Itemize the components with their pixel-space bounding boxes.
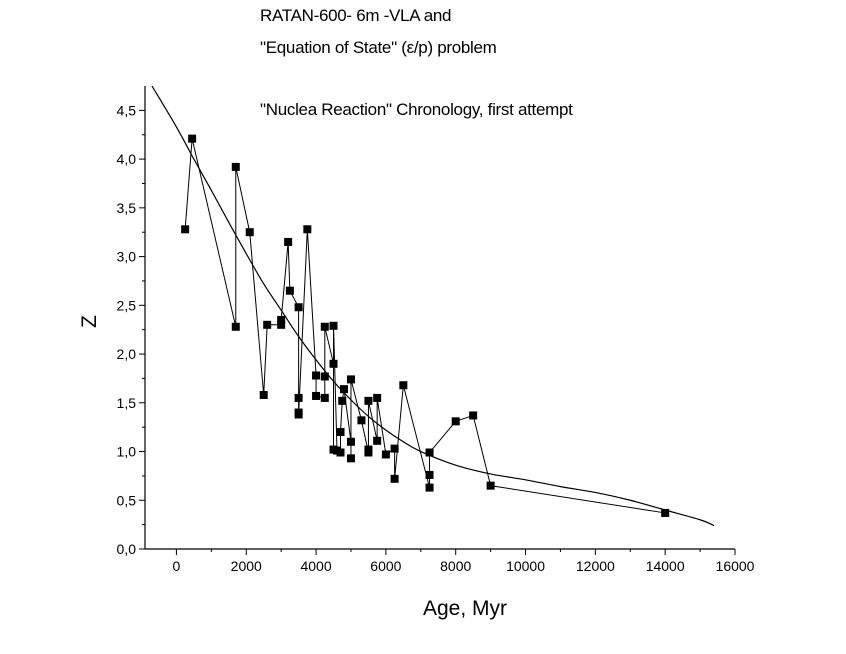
data-point-marker <box>469 411 478 420</box>
data-point-marker <box>339 385 348 394</box>
y-tick-label: 2,5 <box>117 297 137 313</box>
data-point-marker <box>303 225 312 234</box>
x-tick-label: 0 <box>173 558 181 574</box>
chart-annotation: "Nuclea Reaction" Chronology, first atte… <box>260 100 573 119</box>
data-point-marker <box>329 359 338 368</box>
x-tick-label: 8000 <box>440 558 471 574</box>
y-tick-label: 3,5 <box>117 200 137 216</box>
data-point-marker <box>425 483 434 492</box>
data-point-marker <box>336 428 345 437</box>
data-point-marker <box>284 237 293 246</box>
data-point-marker <box>277 315 286 324</box>
data-point-marker <box>357 416 366 425</box>
y-tick-label: 0,5 <box>117 492 137 508</box>
data-point-marker <box>364 396 373 405</box>
data-point-marker <box>312 371 321 380</box>
data-point-marker <box>312 391 321 400</box>
data-point-marker <box>390 474 399 483</box>
x-tick-label: 4000 <box>300 558 331 574</box>
data-point-marker <box>346 437 355 446</box>
data-point-marker <box>320 322 329 331</box>
chart-title-line-1: RATAN-600- 6m -VLA and <box>260 6 452 25</box>
data-point-marker <box>336 448 345 457</box>
x-tick-label: 2000 <box>231 558 262 574</box>
y-tick-label: 3,0 <box>117 249 137 265</box>
data-point-marker <box>231 322 240 331</box>
y-tick-label: 4,5 <box>117 102 137 118</box>
y-tick-label: 2,0 <box>117 346 137 362</box>
data-point-marker <box>661 508 670 517</box>
y-tick-label: 1,5 <box>117 395 137 411</box>
data-point-marker <box>259 390 268 399</box>
y-tick-label: 4,0 <box>117 151 137 167</box>
data-point-marker <box>451 417 460 426</box>
y-tick-label: 1,0 <box>117 444 137 460</box>
data-point-marker <box>425 448 434 457</box>
data-point-marker <box>364 445 373 454</box>
data-series-line <box>184 138 666 514</box>
data-point-marker <box>329 321 338 330</box>
x-tick-label: 12000 <box>576 558 615 574</box>
x-tick-label: 6000 <box>370 558 401 574</box>
data-point-marker <box>390 444 399 453</box>
data-point-marker <box>231 162 240 171</box>
data-point-marker <box>263 320 272 329</box>
data-point-marker <box>188 134 197 143</box>
data-point-marker <box>320 372 329 381</box>
data-point-marker <box>425 470 434 479</box>
data-point-marker <box>294 393 303 402</box>
data-point-marker <box>320 393 329 402</box>
data-point-marker <box>399 381 408 390</box>
x-tick-label: 14000 <box>646 558 685 574</box>
data-point-marker <box>338 396 347 405</box>
data-point-marker <box>346 454 355 463</box>
x-tick-label: 16000 <box>716 558 755 574</box>
data-point-marker <box>381 450 390 459</box>
x-tick-label: 10000 <box>506 558 545 574</box>
data-point-marker <box>285 286 294 295</box>
data-point-marker <box>373 393 382 402</box>
y-tick-label: 0,0 <box>117 541 137 557</box>
data-point-marker <box>294 410 303 419</box>
data-point-marker <box>294 303 303 312</box>
data-point-marker <box>373 436 382 445</box>
x-axis-title: Age, Myr <box>423 597 507 620</box>
data-point-marker <box>181 225 190 234</box>
chart-title-line-2: "Equation of State" (ε/p) problem <box>260 38 497 57</box>
y-axis-title: Z <box>78 315 101 328</box>
data-point-marker <box>486 481 495 490</box>
data-point-marker <box>277 320 286 329</box>
fit-curve <box>151 85 715 527</box>
data-point-marker <box>245 228 254 237</box>
data-point-marker <box>346 375 355 384</box>
